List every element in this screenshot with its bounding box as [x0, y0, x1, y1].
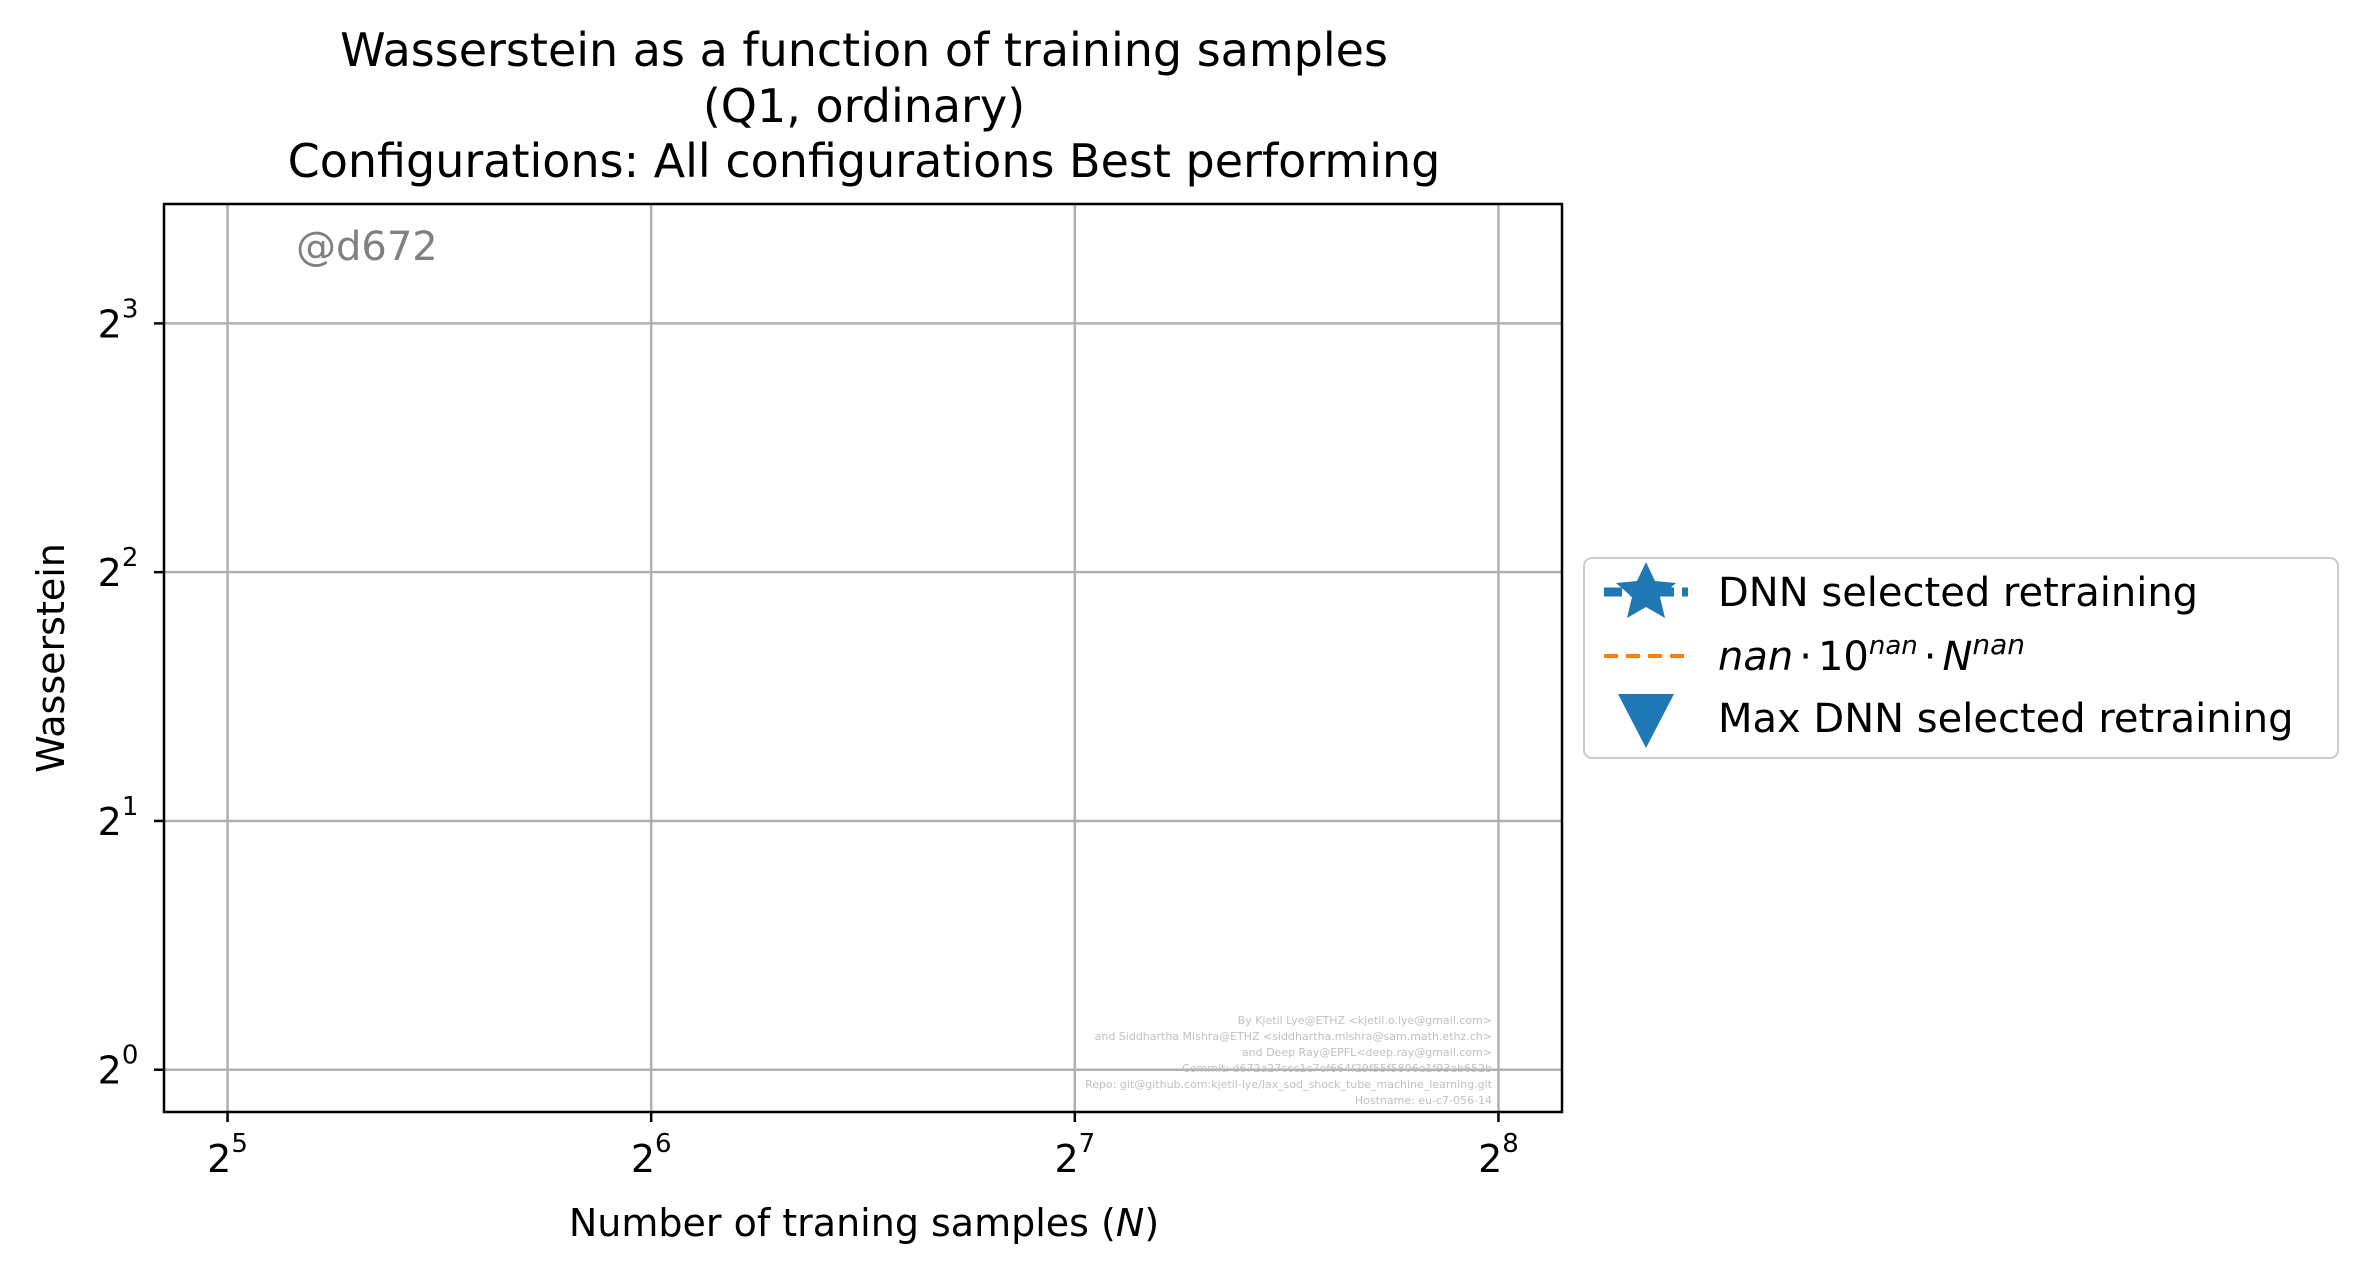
y-tick-label: 20 [98, 1041, 139, 1093]
legend-item-max-dnn-selected-retraining: Max DNN selected retraining [1618, 694, 2293, 748]
x-tick-label: 26 [631, 1129, 672, 1181]
star-icon [1616, 562, 1676, 618]
x-tick-label: 25 [207, 1129, 248, 1181]
legend-label-dnn: DNN selected retraining [1718, 570, 2198, 616]
y-axis-label: Wasserstein [29, 543, 73, 773]
credit-line: and Deep Ray@EPFL<deep.ray@gmail.com> [1242, 1046, 1492, 1059]
x-tick-label: 27 [1054, 1129, 1095, 1181]
y-tick-label: 23 [98, 294, 139, 346]
legend-label-max: Max DNN selected retraining [1718, 696, 2293, 742]
credit-line: Hostname: eu-c7-056-14 [1355, 1094, 1492, 1107]
axis-ticks: 25 26 27 28 20 21 22 23 [98, 294, 1519, 1181]
y-tick-label: 22 [98, 543, 139, 595]
credit-line: Commit: d672a27ccc1c7ef664f29f55f5806e1f… [1182, 1062, 1492, 1075]
grid-lines [164, 204, 1562, 1112]
legend-label-fit: nan · 10nan · Nnan [1718, 628, 2025, 680]
legend-item-fit: nan · 10nan · Nnan [1604, 628, 2025, 680]
plot-frame [162, 202, 1564, 1114]
legend-box [1583, 557, 2339, 759]
watermark: @d672 [296, 224, 438, 270]
x-tick-label: 28 [1478, 1129, 1519, 1181]
chart-title-line-2: (Q1, ordinary) [703, 79, 1025, 133]
plot-area: 25 26 27 28 20 21 22 23 [98, 202, 1564, 1181]
credit-line: By Kjetil Lye@ETHZ <kjetil.o.lye@gmail.c… [1238, 1014, 1492, 1027]
credits-block: By Kjetil Lye@ETHZ <kjetil.o.lye@gmail.c… [1085, 1014, 1493, 1107]
legend-item-dnn-selected-retraining: DNN selected retraining [1604, 562, 2198, 618]
y-tick-label: 21 [98, 792, 139, 844]
chart-title-line-3: Configurations: All configurations Best … [288, 134, 1441, 188]
triangle-down-icon [1618, 694, 1674, 748]
legend: DNN selected retraining nan · 10nan · Nnan M… [1583, 557, 2339, 759]
x-axis-label: Number of traning samples (N) [569, 1201, 1159, 1245]
chart-title-line-1: Wasserstein as a function of training sa… [340, 23, 1388, 77]
credit-line: and Siddhartha Mishra@ETHZ <siddhartha.m… [1095, 1030, 1492, 1043]
credit-line: Repo: git@github.com:kjetil-lye/lax_sod_… [1085, 1078, 1493, 1091]
